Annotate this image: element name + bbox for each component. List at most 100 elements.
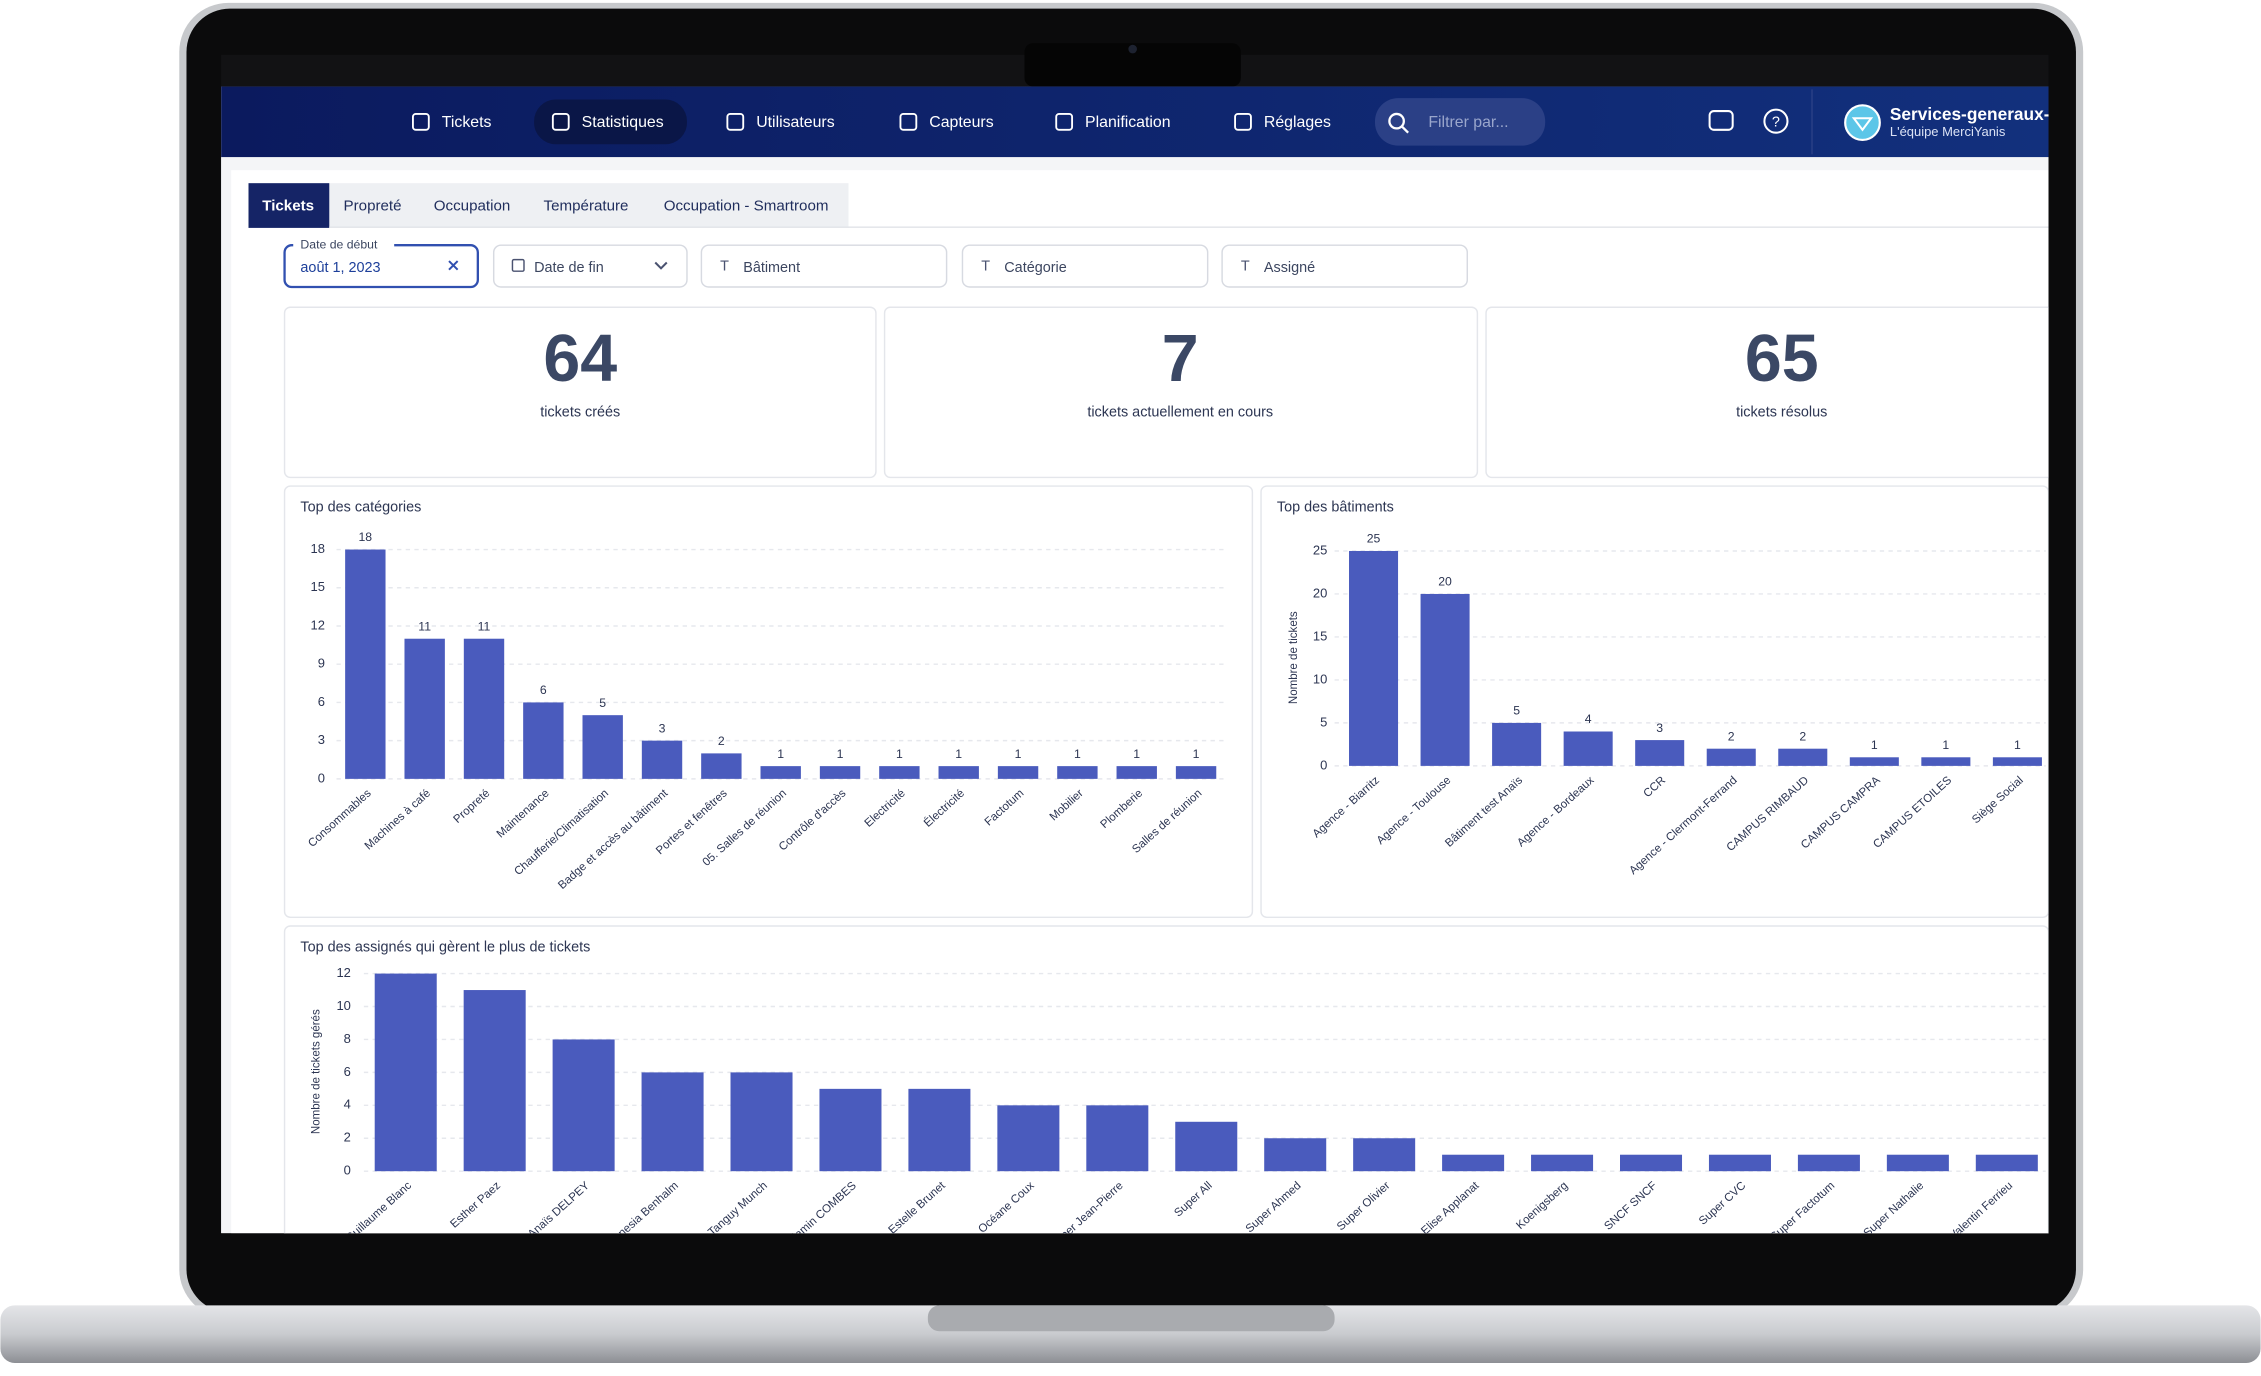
data-label: 18: [359, 530, 373, 544]
bar: [1635, 740, 1685, 766]
kpi-card: [1485, 306, 2049, 479]
chart-panel: [283, 485, 1254, 919]
nav-items: Tickets Statistiques Utilisateurs Capteurs P…: [411, 113, 1331, 131]
bar: [641, 740, 683, 779]
tab-active-bg: [248, 183, 330, 228]
y-tick-label: 2: [344, 1130, 351, 1145]
data-label: 1: [955, 747, 962, 761]
bar: [938, 766, 979, 779]
notch: [1024, 43, 1241, 87]
bar: [463, 990, 526, 1172]
account-avatar[interactable]: [1844, 104, 1881, 141]
nav-item[interactable]: Utilisateurs: [726, 113, 835, 131]
bar: [1992, 757, 2042, 766]
nav-item[interactable]: Réglages: [1234, 113, 1331, 131]
charts: Top des catégories036912151818Consommabl…: [283, 485, 2049, 1234]
nav-icon: [551, 113, 570, 131]
text-icon: T: [720, 259, 729, 275]
nav-icon: [726, 113, 745, 131]
bar: [1708, 1154, 1771, 1172]
bar: [879, 766, 920, 779]
search-icon-handle: [1401, 126, 1409, 134]
y-tick-label: 0: [318, 770, 325, 785]
bar: [997, 766, 1039, 779]
bar: [819, 1088, 882, 1172]
bar: [1975, 1154, 2038, 1172]
y-tick-label: 12: [311, 617, 325, 632]
bar: [523, 702, 564, 779]
filter-building[interactable]: [700, 244, 948, 288]
tab[interactable]: Occupation: [434, 197, 511, 214]
y-tick-label: 25: [1313, 542, 1327, 557]
data-label: 1: [2014, 738, 2021, 752]
tab[interactable]: Propreté: [344, 197, 402, 214]
bar: [1849, 757, 1899, 766]
filter-category[interactable]: [961, 244, 1209, 288]
y-axis-label: Nombre de tickets gérés: [310, 1009, 322, 1134]
kpi-label: tickets créés: [540, 404, 620, 420]
filter-end-date[interactable]: [492, 244, 688, 288]
filter-assignee[interactable]: [1221, 244, 1469, 288]
avatar-logo: [1851, 117, 1874, 132]
nav-item-label: Utilisateurs: [756, 114, 835, 131]
bar: [1620, 1154, 1683, 1172]
y-tick-label: 9: [318, 656, 325, 671]
bar: [1492, 722, 1542, 766]
y-tick-label: 0: [1320, 757, 1327, 772]
data-label: 1: [1193, 747, 1200, 761]
bar: [1886, 1154, 1949, 1172]
filter-start-date-label: Date de début: [300, 237, 378, 251]
bar: [1116, 766, 1157, 779]
search-box[interactable]: [1374, 98, 1546, 146]
calendar-icon: [511, 258, 525, 272]
bar: [404, 638, 445, 779]
bar: [1531, 1154, 1594, 1172]
notification-icon[interactable]: [1708, 110, 1734, 131]
clear-icon[interactable]: [448, 260, 459, 271]
data-label: 2: [718, 734, 725, 748]
nav-item[interactable]: Capteurs: [899, 113, 994, 131]
kpi-label: tickets actuellement en cours: [1087, 404, 1273, 420]
bar: [760, 766, 801, 779]
kpi-cards: 64 tickets créés 7 tickets actuellement en …: [283, 306, 2049, 479]
kpi-value: 64: [543, 322, 617, 396]
account-subtitle: L'équipe MerciYanis: [1890, 124, 2006, 139]
laptop-base: [0, 1305, 2261, 1364]
nav-item-label: Réglages: [1264, 114, 1331, 131]
tab[interactable]: Température: [544, 197, 629, 214]
data-label: 1: [1133, 747, 1140, 761]
search-icon: [1388, 112, 1405, 130]
bar: [1563, 731, 1613, 766]
kpi-label: tickets résolus: [1736, 404, 1827, 420]
data-label: 4: [1585, 712, 1592, 726]
nav-item-label: Planification: [1085, 114, 1171, 131]
bar: [1921, 757, 1971, 766]
data-label: 2: [1728, 729, 1735, 743]
data-label: 1: [1074, 747, 1081, 761]
chart: Top des assignés qui gèrent le plus de t…: [283, 925, 2049, 1234]
nav-item[interactable]: Statistiques: [551, 113, 664, 131]
bar: [1175, 766, 1217, 779]
nav-item[interactable]: Planification: [1055, 113, 1171, 131]
data-label: 3: [659, 721, 666, 735]
data-label: 25: [1367, 532, 1381, 546]
nav-active-pill: [534, 99, 687, 145]
tab[interactable]: Tickets: [262, 197, 314, 214]
filter-category-text: Catégorie: [1004, 260, 1066, 276]
search-placeholder: Filtrer par...: [1428, 114, 1508, 131]
help-icon[interactable]: [1763, 108, 1789, 134]
bar: [1778, 748, 1828, 766]
tab[interactable]: Occupation - Smartroom: [664, 197, 829, 214]
bar: [552, 1039, 615, 1172]
nav-icon: [1055, 113, 1074, 131]
data-label: 3: [1656, 721, 1663, 735]
bar: [582, 715, 623, 779]
data-label: 1: [1871, 738, 1878, 752]
filter-start-date-value: août 1, 2023: [300, 260, 380, 276]
nav-item[interactable]: Tickets: [411, 113, 492, 131]
data-label: 6: [540, 683, 547, 697]
bar: [1353, 1138, 1416, 1172]
y-tick-label: 15: [1313, 628, 1327, 643]
nav-icon: [411, 113, 430, 131]
